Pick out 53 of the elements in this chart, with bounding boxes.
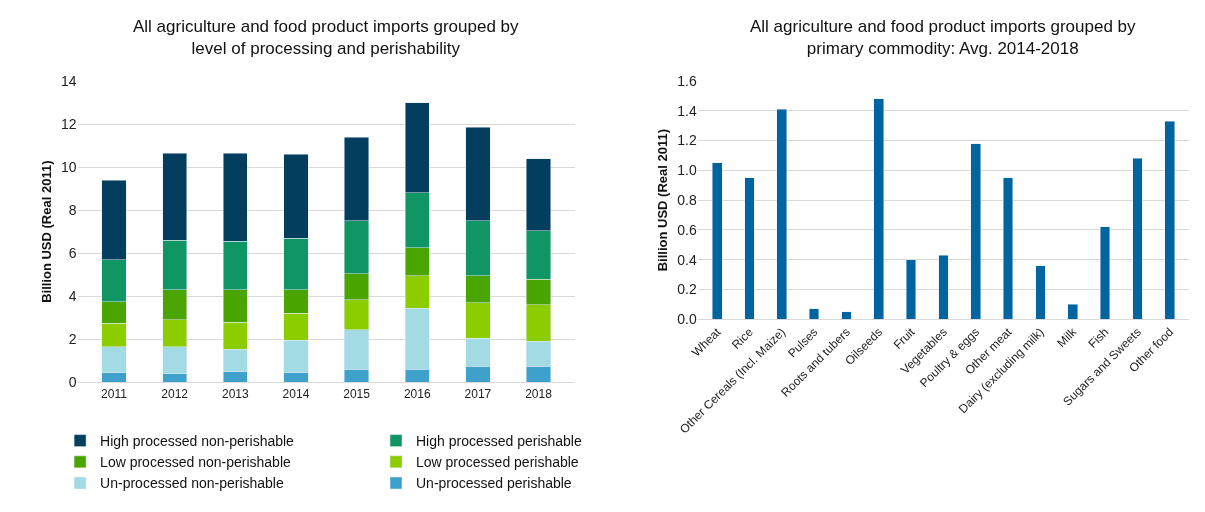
legend-label: Un-processed perishable (416, 475, 572, 492)
bar (744, 177, 755, 320)
bar (809, 308, 820, 320)
y-tick-label: 10 (61, 159, 77, 176)
bar (841, 311, 852, 320)
y-tick-label: 8 (68, 202, 77, 219)
y-axis-title: Billion USD (Real 2011) (39, 160, 55, 303)
x-tick-label: Milk (1054, 324, 1080, 351)
y-tick-label: 12 (61, 115, 77, 132)
bar (970, 143, 981, 320)
x-tick-label: 2013 (221, 386, 249, 401)
y-tick-label: 0.4 (677, 251, 697, 268)
bar (1132, 158, 1143, 320)
y-tick-label: 1.4 (677, 102, 697, 119)
chart-title: All agriculture and food product imports grouped by level of processing and perishability (133, 17, 520, 59)
bar (1067, 304, 1078, 320)
y-tick-label: 6 (68, 245, 77, 262)
legend-label: Low processed perishable (416, 454, 579, 471)
legend-label: Un-processed non-perishable (100, 475, 284, 492)
x-tick-label: 2015 (343, 386, 371, 401)
legend-label: Low processed non-perishable (100, 454, 291, 471)
bar (906, 259, 917, 320)
x-tick-label: 2016 (403, 386, 431, 401)
bar (1164, 120, 1175, 320)
y-tick-label: 4 (68, 288, 77, 305)
bar (1003, 177, 1014, 320)
y-tick-label: 0.8 (677, 192, 697, 209)
legend-label: High processed perishable (416, 433, 582, 450)
x-tick-label: Fish (1085, 325, 1112, 351)
y-tick-label: 1.0 (677, 162, 697, 179)
x-tick-label: 2018 (525, 386, 553, 401)
bar (1100, 226, 1111, 320)
legend-label: High processed non-perishable (100, 433, 295, 450)
y-tick-label: 0.0 (677, 311, 697, 328)
bar (938, 254, 949, 320)
bar (873, 98, 884, 320)
y-axis-title: Billion USD (Real 2011) (655, 128, 671, 272)
y-tick-label: 1.6 (677, 72, 697, 89)
chart-title: All agriculture and food product imports grouped by primary commodity: Avg. 2014-2018 (750, 17, 1137, 59)
y-tick-label: 0 (68, 374, 77, 391)
bar (1035, 265, 1046, 320)
bar (712, 162, 723, 320)
y-tick-label: 2 (68, 331, 77, 348)
y-tick-label: 0.2 (677, 281, 697, 298)
y-tick-label: 14 (61, 72, 77, 89)
x-tick-label: 2017 (464, 386, 492, 401)
y-tick-label: 1.2 (677, 132, 697, 149)
x-tick-label: Rice (728, 324, 757, 352)
x-tick-label: 2014 (282, 386, 310, 401)
x-tick-label: 2012 (161, 386, 189, 401)
y-tick-label: 0.6 (677, 221, 697, 238)
x-tick-label: 2011 (101, 386, 128, 401)
bar (776, 109, 787, 320)
